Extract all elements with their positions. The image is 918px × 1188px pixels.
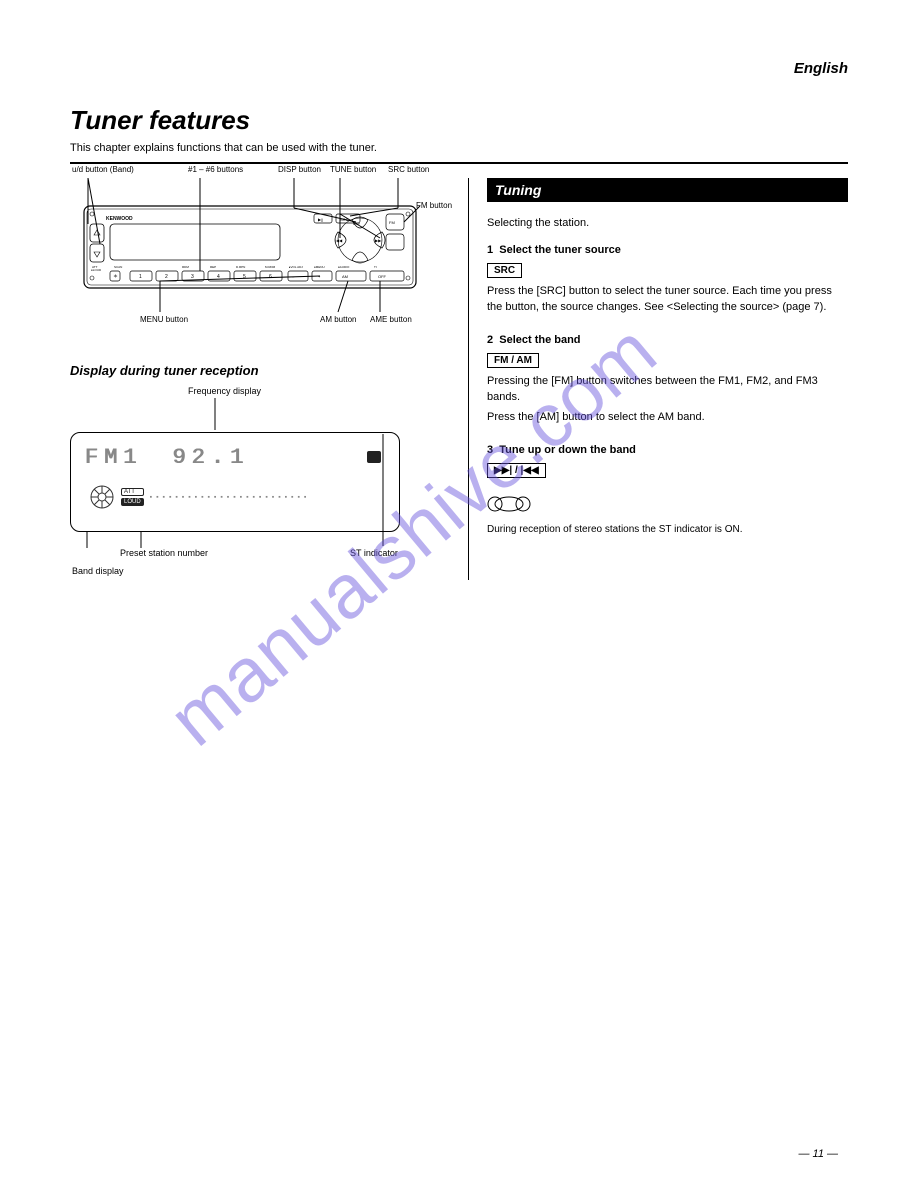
label-band-disp: Band display xyxy=(72,566,124,576)
step2-head: Select the band xyxy=(499,334,580,346)
svg-text:KENWOOD: KENWOOD xyxy=(106,216,133,222)
label-menu: MENU button xyxy=(140,316,188,325)
badge-att: ATT xyxy=(121,488,144,496)
svg-text:▸VOL ADJ: ▸VOL ADJ xyxy=(289,265,303,269)
page-subtitle: This chapter explains functions that can… xyxy=(70,142,848,154)
display-heading: Display during tuner reception xyxy=(70,363,440,378)
label-tune: TUNE button xyxy=(330,166,376,175)
note-text: During reception of stereo stations the … xyxy=(487,523,848,537)
btn-src: SRC xyxy=(487,263,522,278)
page-number: — 11 — xyxy=(798,1148,838,1160)
svg-text:D.RPN: D.RPN xyxy=(236,265,245,269)
label-src: SRC button xyxy=(388,166,429,175)
label-st: ST indicator xyxy=(350,548,398,558)
svg-text:＊: ＊ xyxy=(113,274,118,280)
language-header: English xyxy=(70,60,848,77)
st-indicator xyxy=(367,451,381,463)
label-freq: Frequency display xyxy=(188,386,261,396)
lcd-band: FM1 xyxy=(85,445,143,470)
label-disp: DISP button xyxy=(278,166,321,175)
svg-text:OFF: OFF xyxy=(378,274,387,279)
label-fm: FM button xyxy=(416,202,452,211)
svg-text:●AUDIO: ●AUDIO xyxy=(338,265,350,269)
svg-text:AM: AM xyxy=(342,274,348,279)
step2-text1: Pressing the [FM] button switches betwee… xyxy=(487,374,848,406)
note-icon xyxy=(487,496,531,512)
btn-tune: ▶▶| / |◀◀ xyxy=(487,463,546,478)
label-presets: #1 – #6 buttons xyxy=(188,166,243,175)
label-ame: AME button xyxy=(370,316,412,325)
svg-text:▶▶|: ▶▶| xyxy=(375,238,382,243)
step1-text: Press the [SRC] button to select the tun… xyxy=(487,284,848,316)
btn-fm-am: FM / AM xyxy=(487,353,539,368)
title-divider xyxy=(70,162,848,164)
svg-text:REP: REP xyxy=(210,265,216,269)
svg-text:6: 6 xyxy=(269,274,272,280)
svg-text:SCAN: SCAN xyxy=(114,265,122,269)
svg-text:●LOUD: ●LOUD xyxy=(91,268,102,272)
svg-text:5: 5 xyxy=(243,274,246,280)
svg-text:RDM: RDM xyxy=(182,265,189,269)
badge-loud: LOUD xyxy=(121,498,144,506)
svg-text:2: 2 xyxy=(165,274,168,280)
svg-text:●MENU: ●MENU xyxy=(314,265,325,269)
svg-text:3: 3 xyxy=(191,274,194,280)
svg-text:▶||: ▶|| xyxy=(318,217,323,222)
display-section: Display during tuner reception Frequency… xyxy=(70,363,440,580)
wheel-icon xyxy=(89,484,115,510)
lcd-display: FM1 92.1 xyxy=(70,432,400,532)
svg-text:M.RDM: M.RDM xyxy=(265,265,276,269)
svg-text:1: 1 xyxy=(139,274,142,280)
step-2: 2 Select the band FM / AM Pressing the [… xyxy=(487,334,848,426)
label-band: u/d button (Band) xyxy=(72,166,134,175)
svg-text:FM: FM xyxy=(389,220,395,225)
step2-text2: Press the [AM] button to select the AM b… xyxy=(487,410,848,426)
step-1: 1 Select the tuner source SRC Press the … xyxy=(487,244,848,316)
step3-head: Tune up or down the band xyxy=(499,444,636,456)
dots-row: ▪ ▪ ▪ ▪ ▪ ▪ ▪ ▪ ▪ ▪ ▪ ▪ ▪ ▪ ▪ ▪ ▪ ▪ ▪ ▪ … xyxy=(150,494,308,501)
page-title: Tuner features xyxy=(70,105,848,136)
label-am: AM button xyxy=(320,316,356,325)
tuning-intro: Selecting the station. xyxy=(487,216,848,232)
step-3: 3 Tune up or down the band ▶▶| / |◀◀ xyxy=(487,444,848,478)
svg-text:TI: TI xyxy=(374,265,377,269)
faceplate-diagram: u/d button (Band) #1 – #6 buttons DISP b… xyxy=(70,178,430,323)
svg-text:|◀◀: |◀◀ xyxy=(335,238,343,243)
lcd-freq: 92.1 xyxy=(173,445,250,470)
section-tuning: Tuning xyxy=(487,178,848,202)
step1-head: Select the tuner source xyxy=(499,244,621,256)
label-preset-num: Preset station number xyxy=(120,548,208,558)
